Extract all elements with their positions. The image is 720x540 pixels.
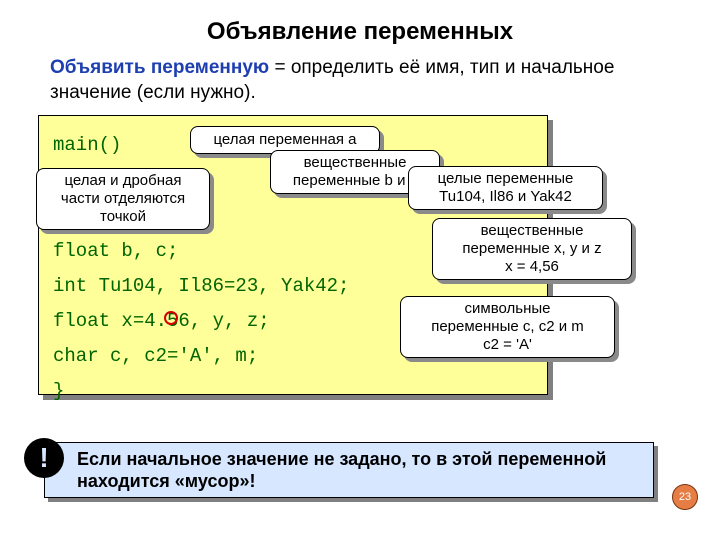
callout-front: целые переменные Tu104, Il86 и Yak42 <box>408 166 603 210</box>
callout-text-1: целая и дробная <box>65 172 182 190</box>
callout-text: целая переменная a <box>214 131 357 149</box>
callout-text-3: c2 = 'A' <box>483 336 532 354</box>
callout-int-tu: целые переменные Tu104, Il86 и Yak42 <box>408 166 603 210</box>
page-number-badge: 23 <box>672 484 698 510</box>
callout-text-1: целые переменные <box>438 170 574 188</box>
definition-term: Объявить переменную <box>50 57 269 78</box>
info-box: Если начальное значение не задано, то в … <box>44 442 654 498</box>
callout-front: символьные переменные c, c2 и m c2 = 'A' <box>400 296 615 358</box>
slide-title: Объявление переменных <box>30 18 690 46</box>
callout-text-2: переменные b и c <box>293 172 417 190</box>
exclamation-icon: ! <box>24 438 64 478</box>
callout-text-2: переменные c, c2 и m <box>431 318 584 336</box>
callout-text-3: точкой <box>100 208 146 226</box>
callout-front: целая и дробная части отделяются точкой <box>36 168 210 230</box>
exclamation-text: ! <box>39 442 48 474</box>
callout-float-xyz: вещественные переменные x, y и z x = 4,5… <box>432 218 632 280</box>
callout-text-2: части отделяются <box>61 190 185 208</box>
info-text: Если начальное значение не задано, то в … <box>77 448 643 493</box>
callout-front: вещественные переменные x, y и z x = 4,5… <box>432 218 632 280</box>
info-front: Если начальное значение не задано, то в … <box>44 442 654 498</box>
callout-text-1: вещественные <box>304 154 407 172</box>
callout-text-1: символьные <box>465 300 551 318</box>
code-line-8: } <box>53 374 533 409</box>
callout-text-1: вещественные <box>481 222 584 240</box>
callout-char: символьные переменные c, c2 и m c2 = 'A' <box>400 296 615 358</box>
page-number: 23 <box>679 491 691 503</box>
highlight-circle-icon <box>164 311 178 325</box>
callout-dot: целая и дробная части отделяются точкой <box>36 168 210 230</box>
callout-text-2: Tu104, Il86 и Yak42 <box>439 188 572 206</box>
callout-text-3: x = 4,56 <box>505 258 559 276</box>
callout-text-2: переменные x, y и z <box>462 240 601 258</box>
definition-text: Объявить переменную = определить её имя,… <box>30 56 690 105</box>
slide: Объявление переменных Объявить переменну… <box>0 0 720 540</box>
